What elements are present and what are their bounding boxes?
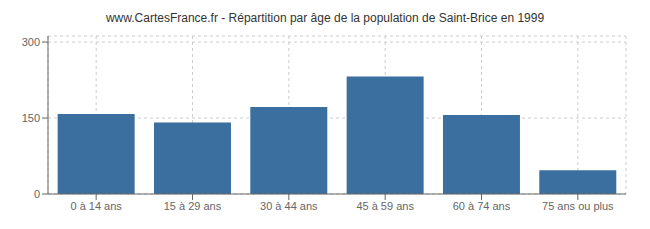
svg-text:15 à 29 ans: 15 à 29 ans [164, 200, 222, 212]
svg-text:0: 0 [34, 188, 40, 200]
svg-text:150: 150 [22, 112, 40, 124]
svg-text:0 à 14 ans: 0 à 14 ans [70, 200, 122, 212]
svg-text:45 à 59 ans: 45 à 59 ans [356, 200, 414, 212]
html-text:www.CartesFrance.fr - Répartit: www.CartesFrance.fr - Répartition par âg… [105, 11, 545, 25]
svg-text:30 à 44 ans: 30 à 44 ans [260, 200, 318, 212]
svg-text:60 à 74 ans: 60 à 74 ans [453, 200, 511, 212]
svg-text:300: 300 [22, 36, 40, 48]
svg-text:75 ans ou plus: 75 ans ou plus [542, 200, 614, 212]
